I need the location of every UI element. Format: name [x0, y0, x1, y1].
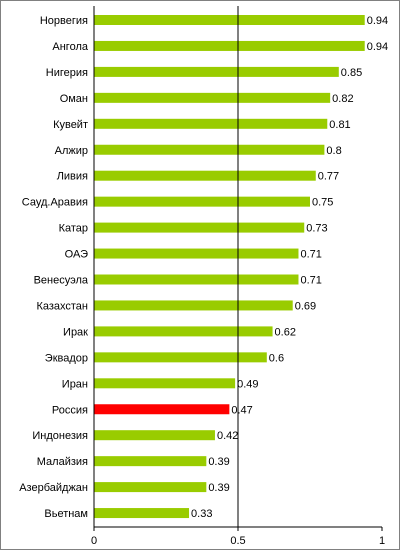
category-label: Кувейт — [53, 119, 88, 131]
value-label: 0.75 — [312, 197, 333, 209]
bar-10 — [94, 248, 299, 259]
category-label: Эквадор — [45, 352, 88, 364]
bar-16 — [94, 404, 230, 415]
x-tick-label: 0.5 — [230, 535, 245, 547]
value-label: 0.39 — [208, 456, 229, 468]
category-label: Сауд.Аравия — [22, 197, 88, 209]
bar-1 — [94, 15, 365, 25]
value-label: 0.47 — [231, 404, 252, 416]
category-label: Вьетнам — [44, 508, 88, 520]
value-label: 0.6 — [269, 352, 284, 364]
bar-12 — [94, 300, 293, 311]
value-label: 0.71 — [300, 275, 321, 287]
category-label: Россия — [52, 404, 88, 416]
bar-6 — [94, 144, 325, 155]
category-label: Нигерия — [46, 67, 88, 79]
value-label: 0.33 — [191, 508, 212, 520]
value-label: 0.77 — [318, 171, 339, 183]
category-label: ОАЭ — [65, 249, 88, 261]
category-label: Ирак — [63, 326, 88, 338]
bar-19 — [94, 482, 207, 493]
value-label: 0.69 — [295, 300, 316, 312]
value-label: 0.94 — [367, 15, 388, 27]
bar-15 — [94, 378, 236, 389]
category-label: Иран — [62, 378, 88, 390]
bar-8 — [94, 196, 310, 207]
x-tick-label: 1 — [379, 535, 385, 547]
bar-18 — [94, 456, 207, 467]
value-label: 0.62 — [275, 326, 296, 338]
bar-9 — [94, 222, 305, 233]
category-label: Казахстан — [36, 300, 88, 312]
value-label: 0.39 — [208, 482, 229, 494]
bar-3 — [94, 66, 339, 77]
value-label: 0.81 — [329, 119, 350, 131]
category-label: Венесуэла — [34, 275, 89, 287]
value-label: 0.85 — [341, 67, 362, 79]
category-label: Индонезия — [32, 430, 88, 442]
category-label: Азербайджан — [19, 482, 88, 494]
labels-layer: Норвегия 0.94 Ангола 0.94 Нигерия 0.85 Оман 0.8… — [19, 15, 388, 520]
value-label: 0.94 — [367, 41, 388, 53]
value-label: 0.73 — [306, 223, 327, 235]
category-label: Малайзия — [37, 456, 88, 468]
value-label: 0.42 — [217, 430, 238, 442]
value-label: 0.49 — [237, 378, 258, 390]
bar-5 — [94, 118, 328, 129]
bar-14 — [94, 352, 267, 363]
value-label: 0.8 — [326, 145, 341, 157]
category-label: Оман — [60, 93, 88, 105]
bar-2 — [94, 40, 365, 51]
category-label: Алжир — [55, 145, 88, 157]
bar-13 — [94, 326, 273, 337]
bar-11 — [94, 274, 299, 285]
category-label: Ливия — [57, 171, 88, 183]
bar-17 — [94, 430, 215, 441]
bar-20 — [94, 508, 190, 519]
category-label: Ангола — [52, 41, 88, 53]
category-label: Норвегия — [40, 15, 88, 27]
axis-layer: 0 0.5 1 — [91, 6, 385, 547]
bar-4 — [94, 92, 331, 103]
value-label: 0.82 — [332, 93, 353, 105]
category-label: Катар — [59, 223, 88, 235]
x-tick-label: 0 — [91, 535, 97, 547]
value-label: 0.71 — [300, 249, 321, 261]
bar-7 — [94, 170, 316, 181]
bars-layer — [94, 15, 365, 519]
